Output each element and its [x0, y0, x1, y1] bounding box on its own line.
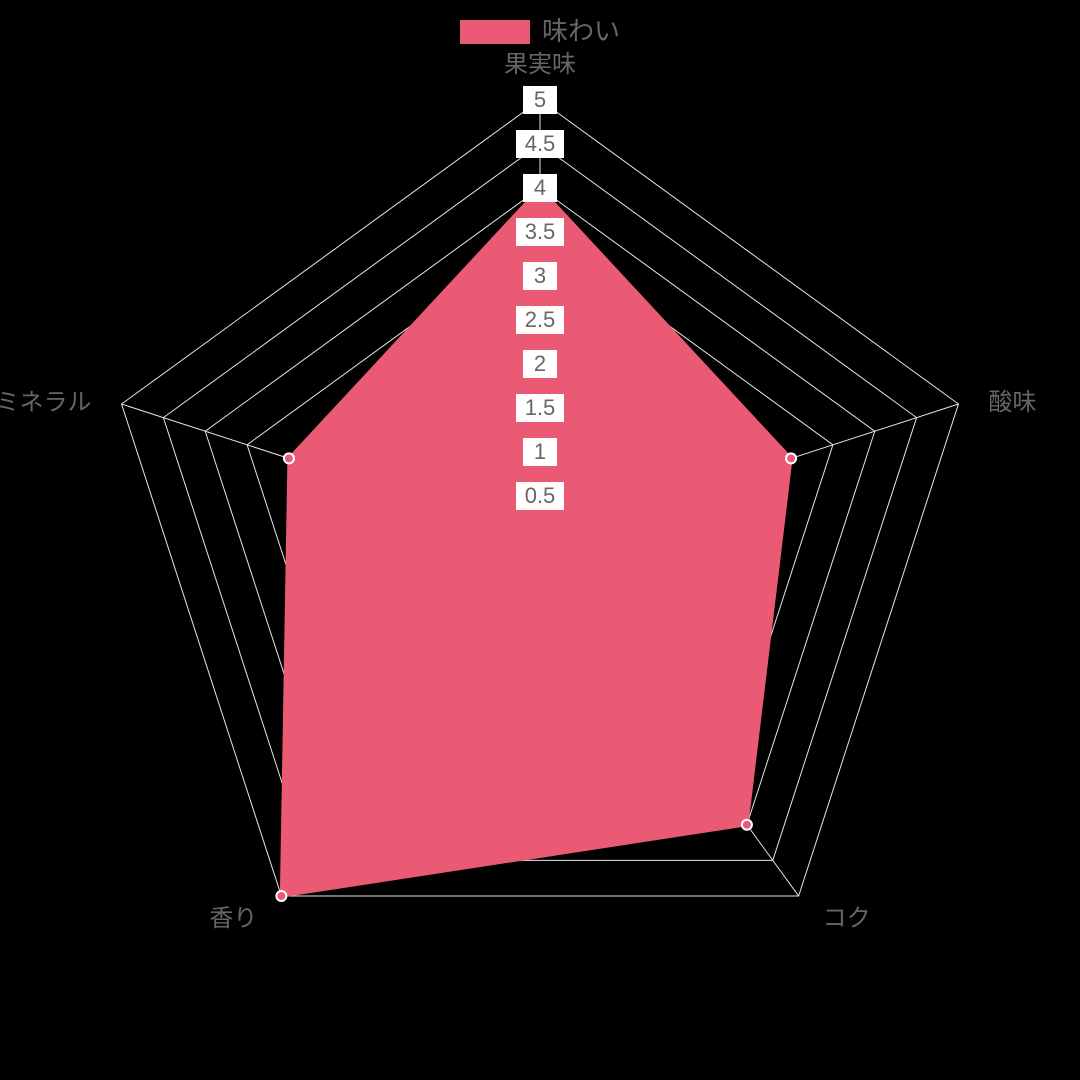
axis-label: 香り [209, 905, 257, 932]
tick-label: 0.5 [525, 483, 556, 508]
tick-label: 1 [534, 439, 546, 464]
tick-label: 3 [534, 263, 546, 288]
axis-label: コク [823, 905, 871, 932]
legend-swatch [460, 20, 530, 44]
radar-chart: 0.5 1 1.5 2 2.5 3 3.5 4 4.5 5 果実味酸味コク 香り ミネラル 味わい [0, 0, 1080, 1080]
tick-label: 5 [534, 87, 546, 112]
axis-label: 果実味 [504, 51, 576, 78]
tick-label: 2 [534, 351, 546, 376]
axis-label: 酸味 [988, 389, 1036, 416]
tick-label: 1.5 [525, 395, 556, 420]
tick-label: 3.5 [525, 219, 556, 244]
tick-label: 2.5 [525, 307, 556, 332]
tick-label: 4.5 [525, 131, 556, 156]
legend-label: 味わい [542, 16, 620, 46]
tick-label: 4 [534, 175, 546, 200]
axis-label: ミネラル [0, 389, 92, 416]
